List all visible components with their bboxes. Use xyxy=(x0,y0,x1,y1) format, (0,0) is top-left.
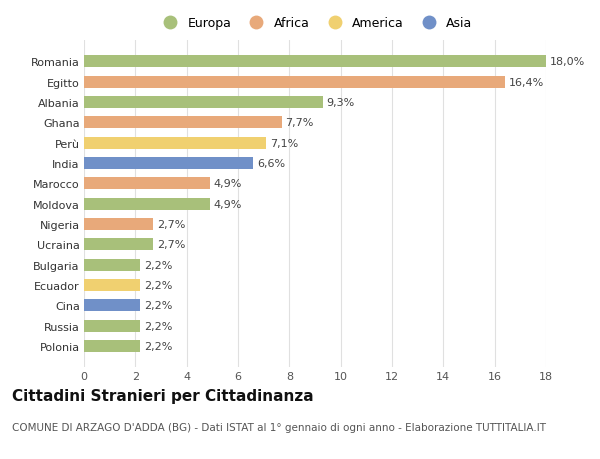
Text: 2,2%: 2,2% xyxy=(145,341,173,351)
Text: 2,2%: 2,2% xyxy=(145,260,173,270)
Bar xyxy=(84,137,266,150)
Bar xyxy=(84,157,253,170)
Bar xyxy=(84,300,140,312)
Text: 2,7%: 2,7% xyxy=(157,240,185,250)
Bar xyxy=(84,97,323,109)
Text: Cittadini Stranieri per Cittadinanza: Cittadini Stranieri per Cittadinanza xyxy=(12,388,314,403)
Text: 16,4%: 16,4% xyxy=(509,78,544,88)
Text: 18,0%: 18,0% xyxy=(550,57,585,67)
Bar xyxy=(84,239,154,251)
Bar xyxy=(84,259,140,271)
Bar xyxy=(84,117,281,129)
Text: 2,7%: 2,7% xyxy=(157,219,185,230)
Bar xyxy=(84,218,154,230)
Bar xyxy=(84,280,140,291)
Legend: Europa, Africa, America, Asia: Europa, Africa, America, Asia xyxy=(155,15,475,33)
Bar xyxy=(84,198,210,210)
Bar xyxy=(84,320,140,332)
Text: 6,6%: 6,6% xyxy=(257,159,286,168)
Text: 4,9%: 4,9% xyxy=(214,199,242,209)
Text: 4,9%: 4,9% xyxy=(214,179,242,189)
Text: COMUNE DI ARZAGO D'ADDA (BG) - Dati ISTAT al 1° gennaio di ogni anno - Elaborazi: COMUNE DI ARZAGO D'ADDA (BG) - Dati ISTA… xyxy=(12,422,546,432)
Text: 2,2%: 2,2% xyxy=(145,301,173,311)
Bar xyxy=(84,340,140,353)
Text: 7,7%: 7,7% xyxy=(286,118,314,128)
Text: 9,3%: 9,3% xyxy=(326,98,355,108)
Text: 7,1%: 7,1% xyxy=(270,139,298,148)
Bar xyxy=(84,178,210,190)
Bar xyxy=(84,56,546,68)
Text: 2,2%: 2,2% xyxy=(145,280,173,291)
Text: 2,2%: 2,2% xyxy=(145,321,173,331)
Bar xyxy=(84,76,505,89)
